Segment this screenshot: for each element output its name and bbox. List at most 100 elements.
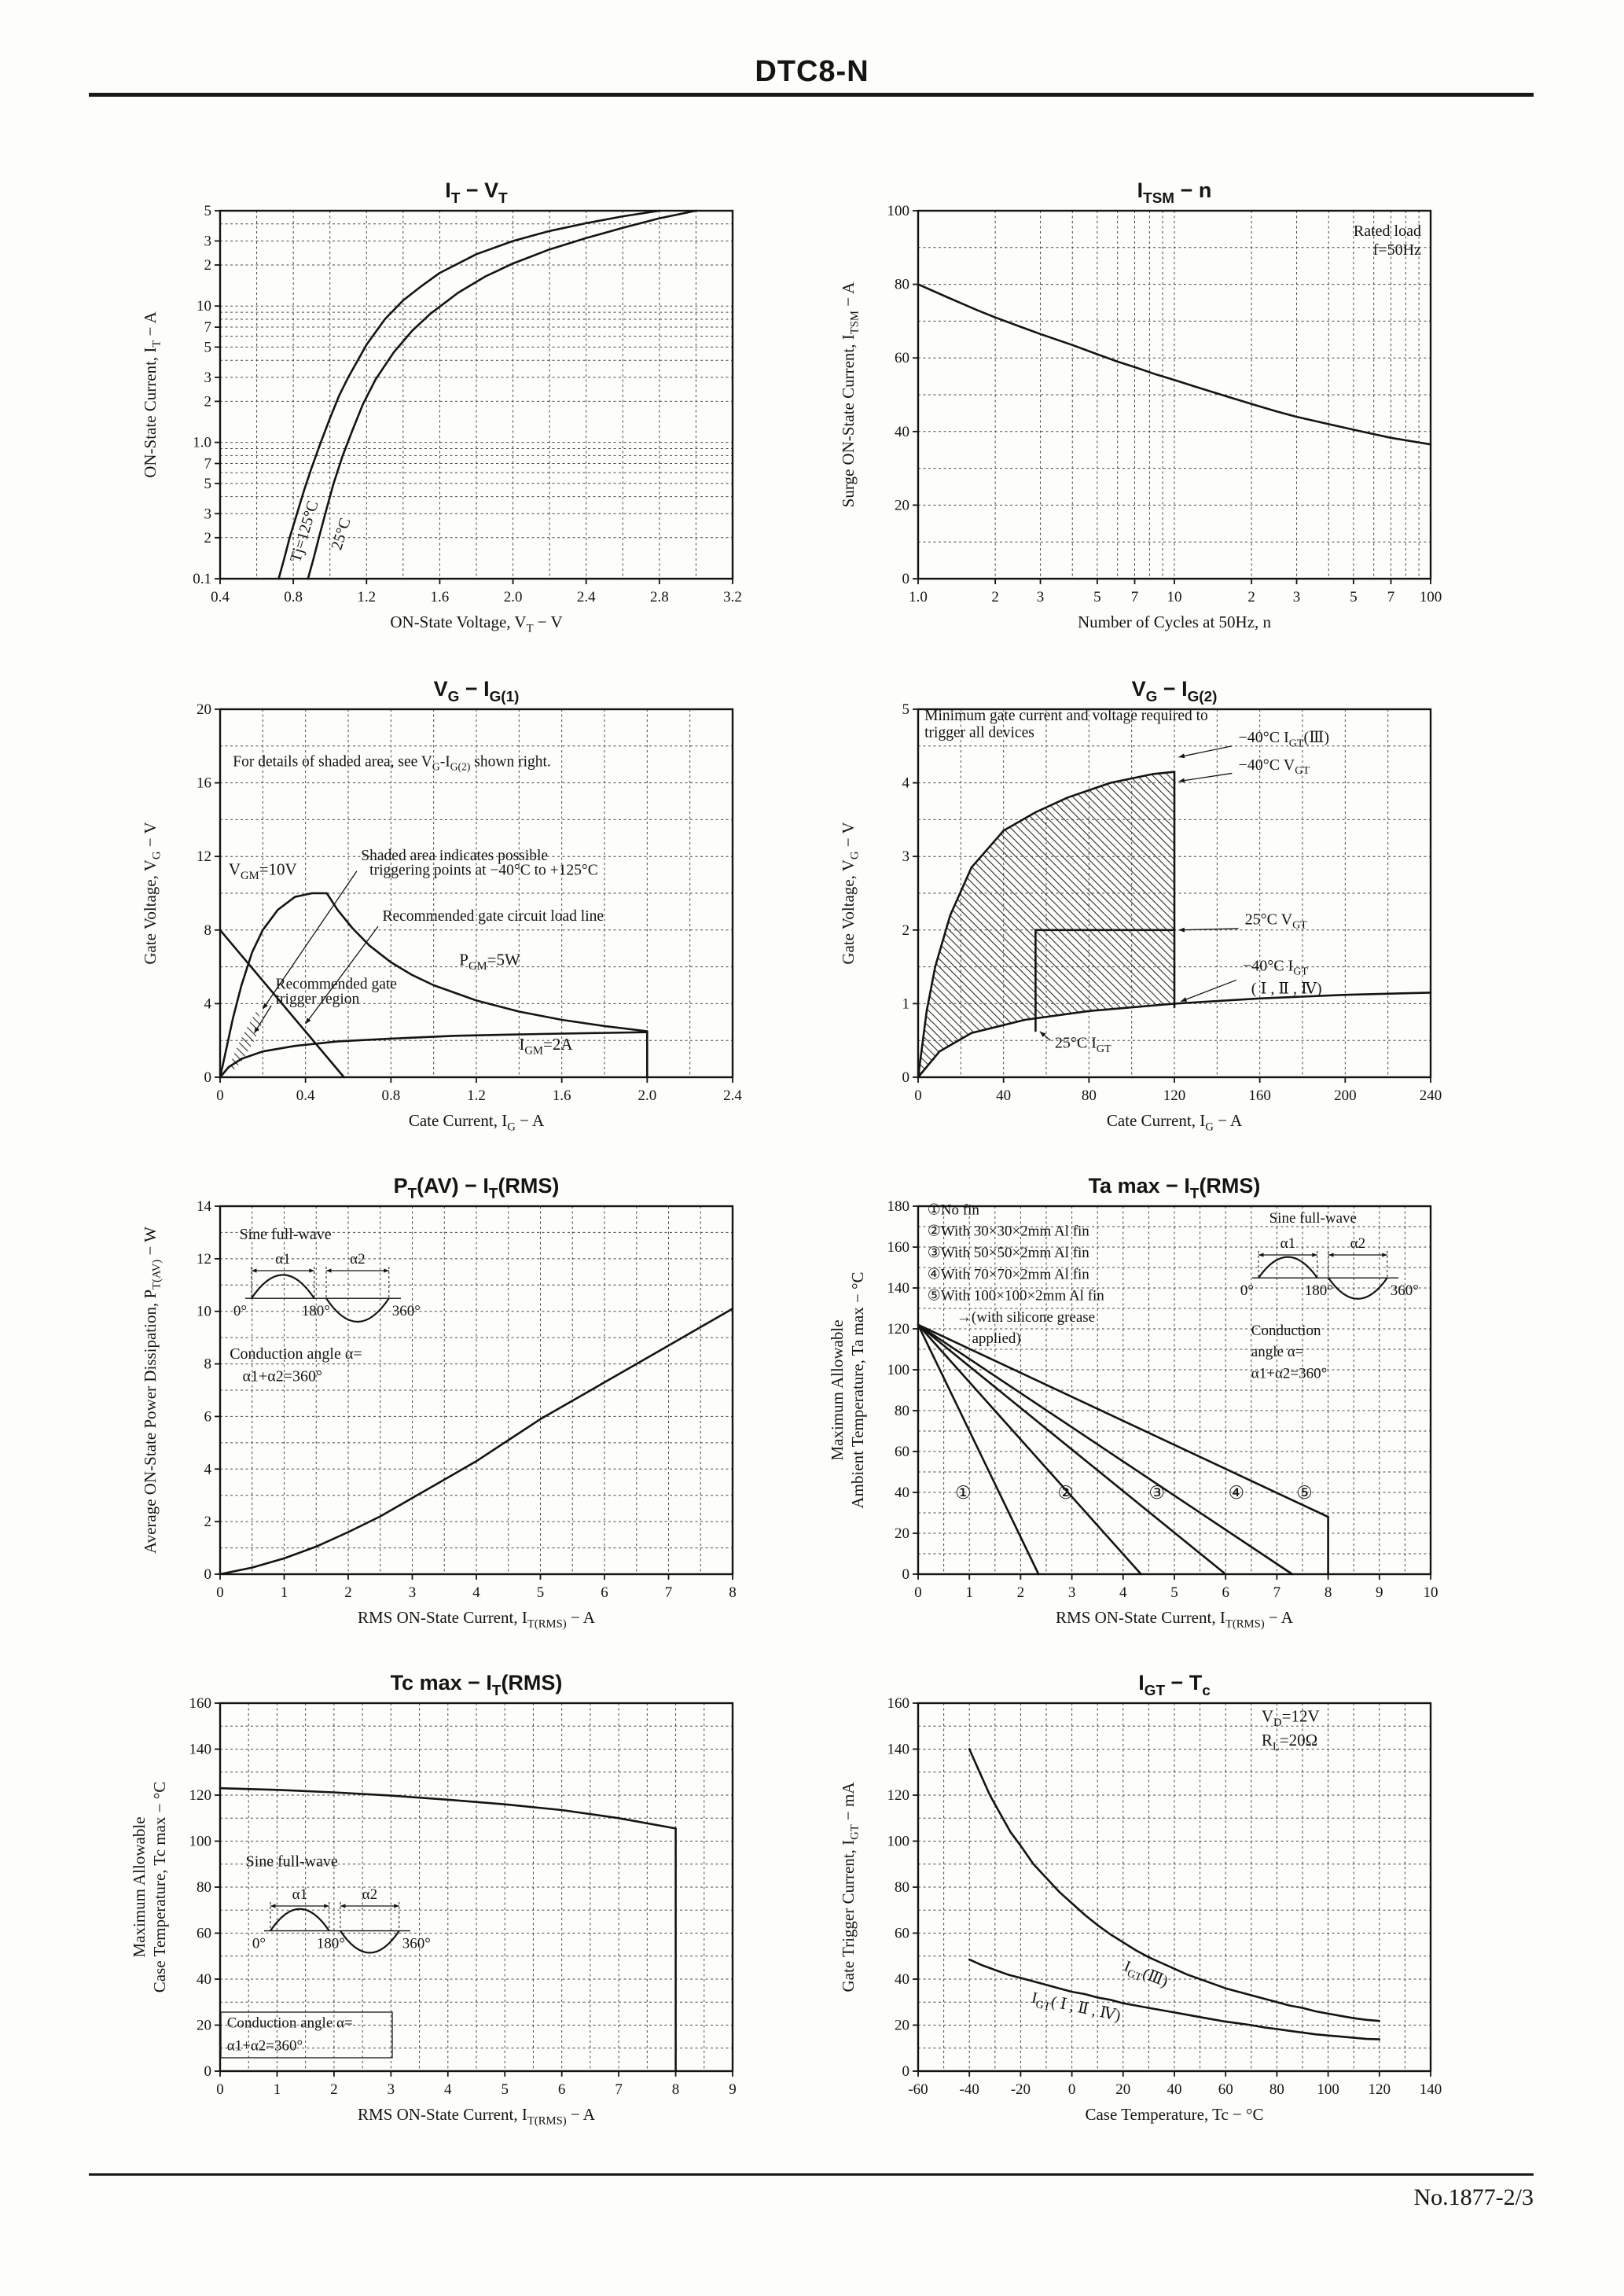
annotation: Conduction xyxy=(1251,1323,1321,1339)
annotation: Sine full-wave xyxy=(239,1226,331,1243)
y-tick-label: 4 xyxy=(204,995,212,1012)
x-tick-label: 140 xyxy=(1420,2081,1442,2098)
series-itsm xyxy=(917,283,1432,446)
y-tick-label: 5 xyxy=(204,339,212,355)
chart-title: IT − VT xyxy=(445,178,508,207)
x-tick-label: 5 xyxy=(1170,1584,1178,1601)
x-tick-label: 0.4 xyxy=(296,1087,315,1104)
y-tick-label: 0 xyxy=(902,1566,910,1583)
chart-vg-ig2: 0 40 80 120 160 200 240 0 1 2 3 4 5 Cate Current, IG … xyxy=(830,675,1483,1158)
y-tick-label: 5 xyxy=(204,476,212,492)
x-tick-label: 0 xyxy=(216,1087,224,1104)
grid-lines xyxy=(220,1703,733,2071)
hatched-region xyxy=(228,1010,263,1070)
page-title: DTC8-N xyxy=(755,55,869,88)
x-tick-label: 0.8 xyxy=(284,589,303,605)
x-tick-label: 7 xyxy=(665,1584,673,1601)
x-tick-label: 5 xyxy=(1093,589,1101,605)
annotation: −40°C IGT(Ⅲ) xyxy=(1239,729,1330,749)
series-Tj-125C xyxy=(277,209,661,580)
y-tick-label: 3 xyxy=(204,233,212,249)
x-tick-label: 160 xyxy=(1248,1087,1271,1104)
y-axis-title: Gate Voltage, VG − V xyxy=(839,822,862,964)
x-tick-label: 0 xyxy=(216,1584,224,1601)
annotation: Sine full-wave xyxy=(246,1853,338,1871)
alpha1-label: α1 xyxy=(275,1251,290,1268)
y-tick-label: 60 xyxy=(895,350,909,366)
grid-lines xyxy=(918,1206,1431,1574)
y-tick-label: 40 xyxy=(895,1971,909,1988)
waveform-negative-half xyxy=(1328,1277,1388,1300)
x-tick-label: 1.2 xyxy=(467,1087,486,1104)
y-tick-label: 3 xyxy=(204,370,212,386)
x-tick-label: 6 xyxy=(1222,1584,1229,1601)
annotation: 25°C xyxy=(328,516,354,552)
y-tick-label: 140 xyxy=(887,1742,910,1758)
chart-ptav-itrms: 0 1 2 3 4 5 6 7 8 0 2 4 6 8 10 12 14 RMS ON-State Current… xyxy=(132,1172,784,1655)
annotation: α1+α2=360° xyxy=(1251,1365,1327,1382)
y-axis-title: Average ON-State Power Dissipation, PT(A… xyxy=(141,1227,164,1554)
y-tick-label: 7 xyxy=(204,319,212,336)
x-tick-label: 0.4 xyxy=(211,589,230,605)
x-axis-title: Number of Cycles at 50Hz, n xyxy=(1078,613,1272,631)
x-tick-label: 2.0 xyxy=(637,1087,656,1104)
alpha2-label: α2 xyxy=(362,1886,377,1903)
plot-border xyxy=(219,209,734,580)
series-fin-30mm xyxy=(917,1323,1142,1576)
chart-svg-itsm-n: 1.0 2 3 5 7 10 2 3 5 7 100 0 20 40 60 80 100 Number of Cy… xyxy=(839,178,1442,631)
chart-vg-ig1: 0 0.4 0.8 1.2 1.6 2.0 2.4 0 4 8 12 16 20 Cate Current… xyxy=(132,675,784,1158)
x-tick-label: 3 xyxy=(1037,589,1045,605)
y-tick-label: 0.1 xyxy=(193,571,211,587)
annotation: VGM=10V xyxy=(229,860,297,883)
annotation: ② xyxy=(1057,1483,1074,1503)
y-tick-label: 120 xyxy=(189,1787,212,1804)
annotation: 25°C IGT xyxy=(1055,1035,1111,1055)
annotation: IGT( Ⅰ , Ⅱ , Ⅳ) xyxy=(1030,1989,1122,2029)
y-tick-label: 140 xyxy=(887,1280,910,1297)
y-tick-label: 60 xyxy=(197,1926,211,1942)
y-tick-label: 160 xyxy=(189,1695,212,1712)
series-vgm-pgm-boundary xyxy=(219,892,648,1079)
header-rule xyxy=(89,93,1534,97)
x-tick-label: 1 xyxy=(274,2081,281,2098)
x-tick-label: 4 xyxy=(444,2081,452,2098)
annotation: ②With 30×30×2mm Al fin xyxy=(928,1223,1090,1240)
x-tick-label: -40 xyxy=(960,2081,979,2098)
deg-360-label: 360° xyxy=(402,1936,431,1952)
x-tick-label: 1.0 xyxy=(909,589,928,605)
waveform-positive-half xyxy=(270,1908,330,1932)
x-tick-label: 2.0 xyxy=(504,589,523,605)
y-tick-label: 160 xyxy=(887,1695,910,1712)
y-tick-label: 14 xyxy=(197,1198,212,1215)
y-tick-label: 40 xyxy=(197,1971,211,1988)
y-axis-title: Surge ON-State Current, ITSM − A xyxy=(839,281,862,507)
x-tick-label: 20 xyxy=(1115,2081,1130,2098)
series-fin-70mm xyxy=(917,1323,1294,1576)
y-tick-label: 100 xyxy=(887,1834,910,1850)
x-tick-label: 8 xyxy=(1325,1584,1332,1601)
annotation: ( Ⅰ , Ⅱ , Ⅳ) xyxy=(1251,980,1322,997)
alpha2-label: α2 xyxy=(1350,1235,1365,1252)
y-tick-label: 120 xyxy=(887,1321,910,1337)
chart-svg-vg-ig2: 0 40 80 120 160 200 240 0 1 2 3 4 5 Cate Current, IG … xyxy=(839,677,1442,1134)
y-tick-label: 10 xyxy=(197,298,211,315)
y-tick-label: 5 xyxy=(902,701,910,718)
x-tick-label: 100 xyxy=(1317,2081,1339,2098)
x-tick-label: 8 xyxy=(729,1584,737,1601)
annotation: f=50Hz xyxy=(1373,241,1421,259)
x-axis-title: Case Temperature, Tc − °C xyxy=(1085,2105,1263,2124)
series-minus40-vgt-boundary xyxy=(917,771,1176,1079)
y-tick-label: 20 xyxy=(197,701,211,718)
y-tick-label: 0 xyxy=(204,1566,212,1583)
y-tick-label: 80 xyxy=(895,1403,909,1419)
x-tick-label: 0.8 xyxy=(381,1087,400,1104)
y-tick-label: 3 xyxy=(204,506,212,522)
x-tick-label: 1 xyxy=(281,1584,288,1601)
y-tick-label: 100 xyxy=(189,1834,212,1850)
deg-180-label: 180° xyxy=(317,1936,345,1952)
series-fin-50mm xyxy=(917,1323,1227,1576)
x-tick-label: 7 xyxy=(1387,589,1395,605)
x-tick-label: 2 xyxy=(1247,589,1255,605)
y-tick-label: 12 xyxy=(197,1251,211,1268)
deg-0-label: 0° xyxy=(233,1303,247,1319)
